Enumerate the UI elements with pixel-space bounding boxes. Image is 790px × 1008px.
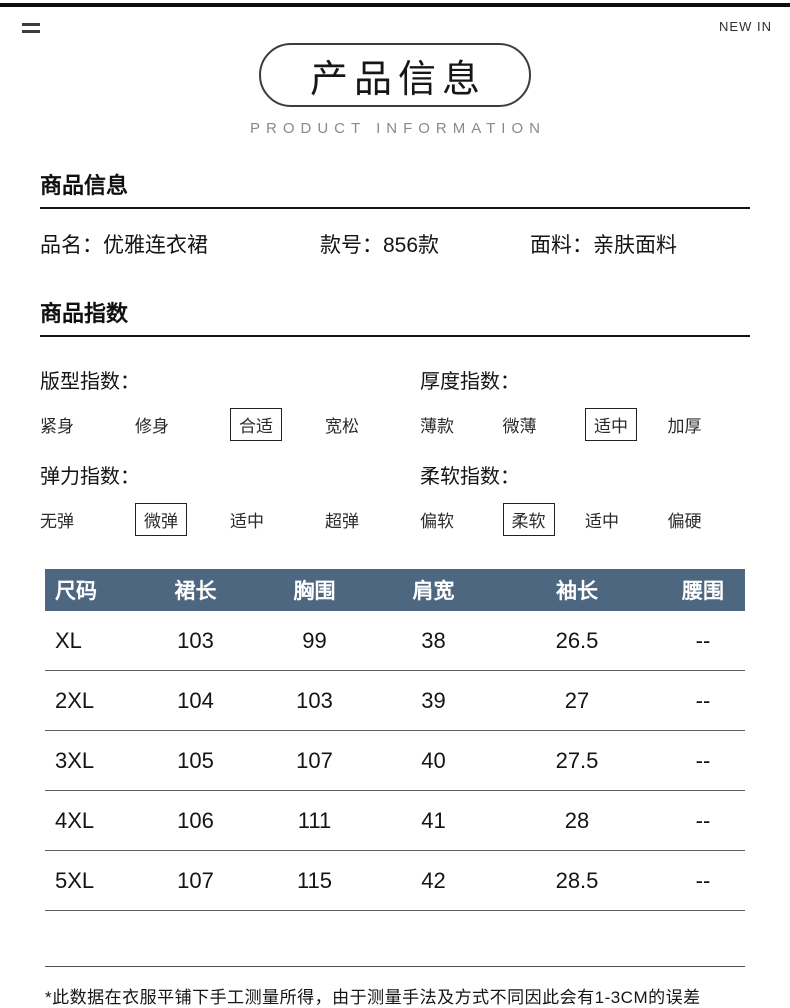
- cell-value: 105: [136, 730, 255, 791]
- section-title-product-index: 商品指数: [40, 296, 750, 337]
- table-row: XL 103 99 38 26.5 --: [45, 611, 745, 671]
- cell-value: 111: [255, 790, 374, 851]
- field-label: 面料：: [530, 234, 593, 257]
- index-option: 适中: [230, 512, 264, 531]
- cell-value: 107: [136, 850, 255, 911]
- index-label: 厚度指数：: [420, 371, 520, 393]
- table-row: 2XL 104 103 39 27 --: [45, 670, 745, 731]
- col-header-bust: 胸围: [255, 569, 374, 611]
- col-header-shoulder: 肩宽: [374, 569, 493, 611]
- cell-value: 103: [136, 611, 255, 671]
- cell-value: 39: [374, 670, 493, 731]
- cell-value: 106: [136, 790, 255, 851]
- cell-size: 2XL: [45, 670, 136, 731]
- title-badge: 产品信息: [259, 43, 531, 107]
- index-group-elasticity: 弹力指数： 无弹 微弹 适中 超弹: [40, 460, 420, 536]
- menu-icon-bar: [22, 30, 40, 33]
- cell-value: 103: [255, 670, 374, 731]
- cell-value: 104: [136, 670, 255, 731]
- cell-value: 41: [374, 790, 493, 851]
- col-header-waist: 腰围: [661, 569, 745, 611]
- page-title: 产品信息: [309, 58, 486, 101]
- product-fields: 品名：优雅连衣裙 款号：856款 面料：亲肤面料: [40, 229, 750, 259]
- field-value: 优雅连衣裙: [103, 234, 208, 257]
- cell-size: XL: [45, 611, 136, 671]
- index-grid: 版型指数： 紧身 修身 合适 宽松 厚度指数： 薄款 微薄 适中 加厚 弹力指数…: [40, 365, 750, 536]
- cell-size: 5XL: [45, 850, 136, 911]
- cell-value: --: [661, 790, 745, 851]
- index-option: 薄款: [420, 417, 454, 436]
- cell-value: --: [661, 670, 745, 731]
- cell-value: 99: [255, 611, 374, 671]
- table-row: 4XL 106 111 41 28 --: [45, 790, 745, 851]
- product-info-section: 商品信息 品名：优雅连衣裙 款号：856款 面料：亲肤面料: [40, 168, 750, 259]
- index-options: 偏软 柔软 适中 偏硬: [420, 503, 750, 536]
- index-option: 紧身: [40, 417, 74, 436]
- measurement-disclaimer: *此数据在衣服平铺下手工测量所得，由于测量手法及方式不同因此会有1-3CM的误差: [45, 988, 701, 1007]
- cell-value: 28: [493, 790, 661, 851]
- index-label: 弹力指数：: [40, 466, 140, 488]
- table-row: 5XL 107 115 42 28.5 --: [45, 850, 745, 911]
- cell-value: 115: [255, 850, 374, 911]
- index-option: 适中: [585, 512, 619, 531]
- index-option: 修身: [135, 417, 169, 436]
- index-option-selected: 微弹: [135, 503, 187, 536]
- col-header-sleeve: 袖长: [493, 569, 661, 611]
- page-subtitle: PRODUCT INFORMATION: [250, 120, 546, 137]
- cell-value: 40: [374, 730, 493, 791]
- cell-value: 28.5: [493, 850, 661, 911]
- field-fabric: 面料：亲肤面料: [530, 229, 677, 259]
- col-header-size: 尺码: [45, 569, 136, 611]
- field-product-name: 品名：优雅连衣裙: [40, 229, 320, 259]
- index-option: 超弹: [325, 512, 359, 531]
- section-title-product-info: 商品信息: [40, 168, 750, 209]
- index-option: 宽松: [325, 417, 359, 436]
- table-row: 3XL 105 107 40 27.5 --: [45, 730, 745, 791]
- cell-value: --: [661, 611, 745, 671]
- index-group-fit: 版型指数： 紧身 修身 合适 宽松: [40, 365, 420, 441]
- product-index-section: 商品指数 版型指数： 紧身 修身 合适 宽松 厚度指数： 薄款 微薄 适中 加厚…: [40, 296, 750, 536]
- new-in-label: NEW IN: [719, 19, 772, 34]
- cell-value: 27.5: [493, 730, 661, 791]
- field-value: 856款: [383, 234, 440, 257]
- menu-icon[interactable]: [22, 23, 40, 37]
- cell-size: 3XL: [45, 730, 136, 791]
- index-group-thickness: 厚度指数： 薄款 微薄 适中 加厚: [420, 365, 750, 441]
- cell-value: 107: [255, 730, 374, 791]
- index-group-softness: 柔软指数： 偏软 柔软 适中 偏硬: [420, 460, 750, 536]
- col-header-skirt-length: 裙长: [136, 569, 255, 611]
- field-style-number: 款号：856款: [320, 229, 530, 259]
- field-value: 亲肤面料: [593, 234, 677, 257]
- size-table: 尺码 裙长 胸围 肩宽 袖长 腰围 XL 103 99 38 26.5 -- 2…: [45, 569, 745, 911]
- index-option: 偏软: [420, 512, 454, 531]
- index-options: 薄款 微薄 适中 加厚: [420, 408, 750, 441]
- cell-value: 26.5: [493, 611, 661, 671]
- cell-value: 27: [493, 670, 661, 731]
- cell-value: 38: [374, 611, 493, 671]
- top-divider: [0, 3, 790, 7]
- size-table-header-row: 尺码 裙长 胸围 肩宽 袖长 腰围: [45, 569, 745, 611]
- cell-value: 42: [374, 850, 493, 911]
- index-option: 无弹: [40, 512, 74, 531]
- cell-size: 4XL: [45, 790, 136, 851]
- index-options: 紧身 修身 合适 宽松: [40, 408, 420, 441]
- index-option: 加厚: [667, 417, 702, 436]
- index-options: 无弹 微弹 适中 超弹: [40, 503, 420, 536]
- index-option-selected: 合适: [230, 408, 282, 441]
- index-option-selected: 适中: [585, 408, 637, 441]
- index-option-selected: 柔软: [502, 503, 555, 536]
- index-label: 柔软指数：: [420, 466, 520, 488]
- cell-value: --: [661, 730, 745, 791]
- index-option: 偏硬: [667, 512, 702, 531]
- index-option: 微薄: [502, 417, 537, 436]
- page-header: NEW IN: [0, 17, 790, 43]
- index-label: 版型指数：: [40, 371, 140, 393]
- field-label: 款号：: [320, 234, 383, 257]
- footnote-divider: *此数据在衣服平铺下手工测量所得，由于测量手法及方式不同因此会有1-3CM的误差: [45, 966, 745, 1008]
- menu-icon-bar: [22, 23, 40, 26]
- field-label: 品名：: [40, 234, 103, 257]
- cell-value: --: [661, 850, 745, 911]
